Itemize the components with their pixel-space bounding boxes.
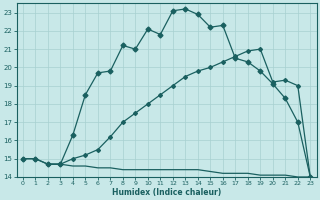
X-axis label: Humidex (Indice chaleur): Humidex (Indice chaleur) — [112, 188, 221, 197]
